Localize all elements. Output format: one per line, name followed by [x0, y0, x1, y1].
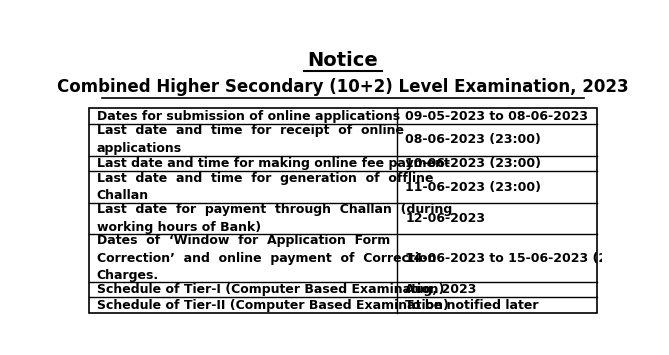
Text: Dates  of  ‘Window  for  Application  Form
Correction’  and  online  payment  of: Dates of ‘Window for Application Form Co…	[96, 234, 436, 282]
Text: 11-06-2023 (23:00): 11-06-2023 (23:00)	[405, 181, 541, 193]
Text: Last  date  and  time  for  generation  of  offline
Challan: Last date and time for generation of off…	[96, 172, 433, 202]
Text: Aug, 2023: Aug, 2023	[405, 283, 476, 296]
Text: Last  date  for  payment  through  Challan  (during
working hours of Bank): Last date for payment through Challan (d…	[96, 203, 452, 234]
Text: Last  date  and  time  for  receipt  of  online
applications: Last date and time for receipt of online…	[96, 125, 403, 155]
Text: 14-06-2023 to 15-06-2023 (23:00): 14-06-2023 to 15-06-2023 (23:00)	[405, 252, 644, 264]
Text: 08-06-2023 (23:00): 08-06-2023 (23:00)	[405, 133, 541, 146]
Text: 10-06-2023 (23:00): 10-06-2023 (23:00)	[405, 157, 541, 170]
Text: 12-06-2023: 12-06-2023	[405, 212, 485, 225]
Text: Last date and time for making online fee payment: Last date and time for making online fee…	[96, 157, 450, 170]
Text: 09-05-2023 to 08-06-2023: 09-05-2023 to 08-06-2023	[405, 110, 588, 122]
Text: Dates for submission of online applications: Dates for submission of online applicati…	[96, 110, 399, 122]
Text: To be notified later: To be notified later	[405, 299, 539, 312]
Text: Schedule of Tier-II (Computer Based Examination): Schedule of Tier-II (Computer Based Exam…	[96, 299, 448, 312]
Text: Combined Higher Secondary (10+2) Level Examination, 2023: Combined Higher Secondary (10+2) Level E…	[57, 78, 629, 96]
Text: Schedule of Tier-I (Computer Based Examination): Schedule of Tier-I (Computer Based Exami…	[96, 283, 444, 296]
Text: Notice: Notice	[308, 51, 378, 70]
